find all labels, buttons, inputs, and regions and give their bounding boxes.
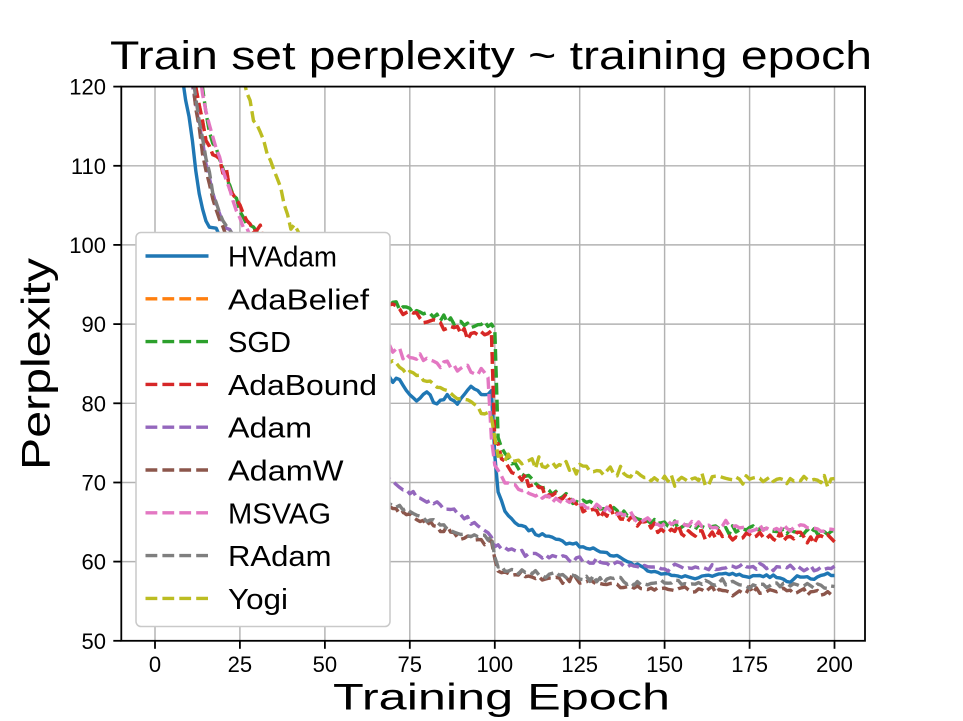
svg-text:HVAdam: HVAdam (228, 242, 337, 274)
svg-text:50: 50 (82, 629, 106, 654)
svg-text:Yogi: Yogi (228, 584, 288, 616)
svg-text:25: 25 (228, 652, 252, 677)
svg-text:AdamW: AdamW (228, 456, 344, 488)
svg-text:MSVAG: MSVAG (228, 498, 331, 530)
svg-text:75: 75 (398, 652, 422, 677)
svg-text:120: 120 (69, 75, 106, 100)
svg-text:100: 100 (69, 233, 106, 258)
svg-text:Train set perplexity ~ trainin: Train set perplexity ~ training epoch (110, 34, 872, 78)
svg-text:175: 175 (731, 652, 768, 677)
svg-text:125: 125 (561, 652, 598, 677)
svg-text:0: 0 (149, 652, 161, 677)
svg-text:150: 150 (646, 652, 683, 677)
svg-text:Training Epoch: Training Epoch (333, 676, 670, 718)
svg-text:RAdam: RAdam (228, 541, 332, 573)
svg-text:Perplexity: Perplexity (15, 258, 59, 470)
svg-text:80: 80 (82, 391, 106, 416)
svg-text:70: 70 (82, 471, 106, 496)
svg-text:60: 60 (82, 550, 106, 575)
svg-text:200: 200 (816, 652, 853, 677)
svg-text:110: 110 (71, 154, 106, 179)
svg-text:90: 90 (82, 312, 106, 337)
svg-text:AdaBelief: AdaBelief (228, 284, 370, 316)
svg-text:100: 100 (476, 652, 513, 677)
svg-text:SGD: SGD (228, 327, 291, 359)
svg-text:50: 50 (313, 652, 337, 677)
svg-text:AdaBound: AdaBound (228, 370, 377, 402)
svg-text:Adam: Adam (228, 413, 312, 445)
